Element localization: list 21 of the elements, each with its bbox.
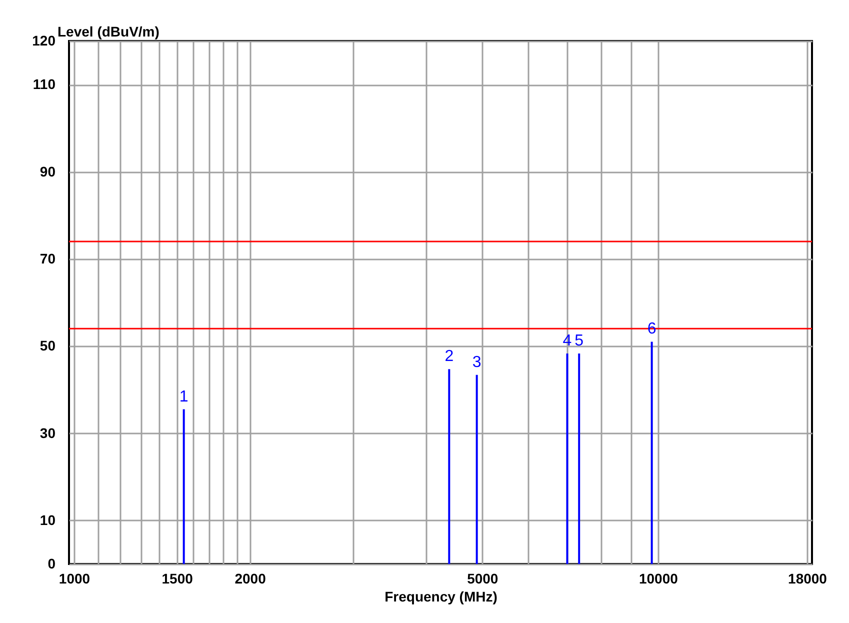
annotation: 1 (179, 388, 188, 406)
y-tick-label: 70 (40, 250, 56, 266)
y-tick-label: 50 (40, 338, 56, 354)
x-tick-label: 1500 (162, 570, 194, 586)
y-tick-label: 0 (48, 556, 56, 572)
annotation: 2 (444, 348, 454, 366)
x-tick-label: 2000 (234, 570, 266, 586)
x-tick-label: 10000 (638, 570, 678, 586)
y-tick-label: 120 (32, 32, 56, 48)
annotation: 3 (472, 354, 482, 371)
x-tick-label: 1000 (58, 570, 90, 586)
annotation: 5 (574, 332, 584, 350)
y-tick-label: 10 (40, 512, 56, 528)
y-axis-title: Level (dBuV/m) (58, 24, 160, 40)
annotation: 4 (562, 332, 572, 350)
y-tick-label: 30 (40, 424, 56, 441)
x-axis-title: Frequency (MHz) (384, 588, 498, 604)
y-tick-label: 90 (40, 163, 56, 180)
x-tick-label: 18000 (788, 570, 828, 586)
y-tick-label: 110 (32, 76, 56, 92)
x-tick-label: 5000 (467, 570, 498, 586)
